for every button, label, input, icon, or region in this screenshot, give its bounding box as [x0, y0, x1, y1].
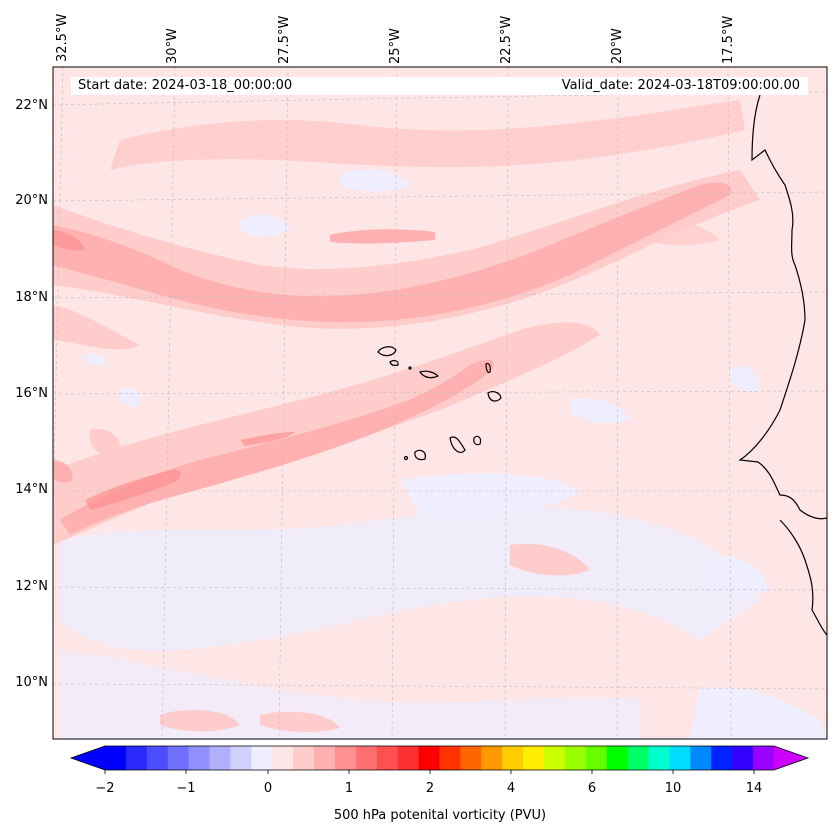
lat-label: 10°N — [15, 675, 48, 690]
start-date: Start date: 2024-03-18_00:00:00 — [78, 78, 293, 93]
colorbar — [69, 745, 810, 774]
colorbar-swatch — [376, 746, 399, 770]
cape-verde-islands — [377, 346, 502, 461]
colorbar-swatch — [711, 746, 733, 770]
colorbar-extend-low — [71, 746, 105, 770]
colorbar-swatch — [251, 746, 273, 770]
colorbar-swatch — [167, 746, 190, 770]
colorbar-tick-label: 10 — [664, 781, 682, 796]
colorbar-swatch — [627, 746, 650, 770]
colorbar-swatch — [732, 746, 754, 770]
colorbar-swatch — [439, 746, 461, 770]
colorbar-swatch — [105, 746, 127, 770]
lon-label: 27.5°W — [277, 15, 292, 64]
colorbar-swatch — [564, 746, 587, 770]
pv-band-core — [53, 230, 295, 510]
colorbar-tick-label: 14 — [745, 781, 763, 796]
lat-label: 22°N — [15, 98, 48, 113]
map-plot-area — [53, 67, 827, 739]
colorbar-swatch — [418, 746, 440, 770]
colorbar-swatch — [334, 746, 357, 770]
colorbar-swatch — [397, 746, 420, 770]
colorbar-tick-label: 2 — [425, 781, 435, 796]
colorbar-tick-label: −2 — [95, 781, 115, 796]
colorbar-swatch — [314, 746, 336, 770]
lat-label: 20°N — [15, 193, 48, 208]
colorbar-label: 500 hPa potenital vorticity (PVU) — [333, 808, 547, 823]
colorbar-swatch — [606, 746, 629, 770]
colorbar-swatch — [209, 746, 231, 770]
lon-label: 17.5°W — [721, 15, 736, 64]
colorbar-swatch — [502, 746, 524, 770]
date-banner: Start date: 2024-03-18_00:00:00 Valid_da… — [71, 77, 808, 95]
colorbar-swatch — [272, 746, 294, 770]
colorbar-swatch — [690, 746, 712, 770]
colorbar-swatch — [355, 746, 378, 770]
africa-coastline-south — [779, 519, 827, 636]
colorbar-tick-label: 0 — [263, 781, 273, 796]
africa-coastline — [738, 94, 827, 520]
lat-label: 12°N — [15, 579, 48, 594]
colorbar-swatch — [585, 746, 608, 770]
colorbar-tick-label: −1 — [176, 781, 196, 796]
colorbar-swatch — [648, 746, 670, 770]
lon-label: 30°W — [165, 28, 180, 64]
colorbar-tick-label: 1 — [344, 781, 354, 796]
colorbar-swatch — [230, 746, 252, 770]
colorbar-swatch — [669, 746, 691, 770]
valid-date: Valid_date: 2024-03-18T09:00:00.00 — [561, 78, 800, 93]
colorbar-swatch — [460, 746, 482, 770]
map-frame — [52, 66, 828, 740]
colorbar-swatch — [293, 746, 315, 770]
graticule — [53, 67, 827, 739]
colorbar-swatch — [125, 746, 148, 770]
lon-label: 20°W — [610, 28, 625, 64]
colorbar-swatch — [544, 746, 566, 770]
colorbar-swatch — [753, 746, 775, 770]
colorbar-swatch — [146, 746, 169, 770]
lon-label: 32.5°W — [55, 13, 70, 62]
colorbar-swatch — [188, 746, 211, 770]
colorbar-tick-label: 4 — [506, 781, 516, 796]
colorbar-swatch — [481, 746, 503, 770]
lon-label: 25°W — [388, 28, 403, 64]
lat-label: 18°N — [15, 290, 48, 305]
lat-label: 16°N — [15, 386, 48, 401]
colorbar-swatch — [523, 746, 545, 770]
lat-label: 14°N — [15, 482, 48, 497]
colorbar-tick-label: 6 — [587, 781, 597, 796]
lon-label: 22.5°W — [499, 15, 514, 64]
colorbar-extend-high — [774, 746, 808, 770]
